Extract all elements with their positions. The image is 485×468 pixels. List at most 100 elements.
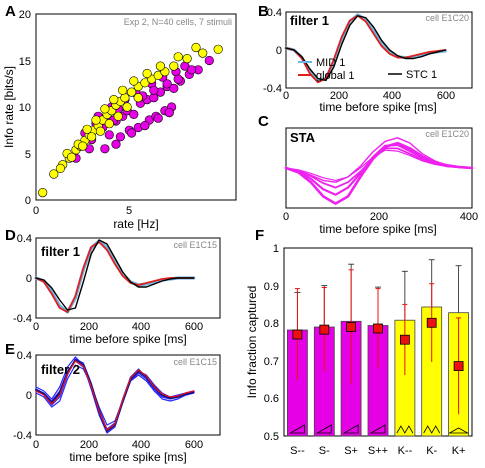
category-label: S+ xyxy=(344,445,358,457)
data-point-yellow xyxy=(78,141,88,151)
data-point-magenta xyxy=(115,132,125,142)
marker-S++ xyxy=(373,323,383,334)
panel-e-title: filter 2 xyxy=(41,362,80,377)
data-point-yellow xyxy=(100,104,110,114)
data-point-yellow xyxy=(118,85,128,95)
legend-global: global 1 xyxy=(316,70,355,82)
x-tick-label: 0 xyxy=(283,211,289,223)
x-tick-label: 400 xyxy=(383,90,401,102)
data-point-magenta xyxy=(162,79,172,89)
y-tick-label: 20 xyxy=(19,9,31,21)
panel-label-b: B xyxy=(258,3,269,20)
x-axis-label: rate [Hz] xyxy=(113,217,158,231)
x-tick-label: 400 xyxy=(460,211,478,223)
series-line-sta xyxy=(284,141,474,205)
series-line-red xyxy=(35,360,195,431)
panel-f-bars: S-- S- S+ S++ K-- K- K+ xyxy=(286,259,470,457)
data-point-magenta xyxy=(129,109,139,119)
marker-K-- xyxy=(399,334,410,345)
x-tick-label: 600 xyxy=(437,90,455,102)
data-point-yellow xyxy=(66,152,77,162)
x-tick-label: 200 xyxy=(330,90,348,102)
shape-glyph-S-- xyxy=(288,424,305,434)
series-line-sta xyxy=(285,137,473,183)
panel-c: C STA cell E1C20 0 200 400 time before s… xyxy=(258,113,478,236)
shape-glyph-K-- xyxy=(396,425,414,434)
y-tick-label: 0 xyxy=(26,390,32,402)
data-point-yellow xyxy=(173,52,183,62)
panel-c-title: STA xyxy=(290,130,316,145)
data-point-magenta xyxy=(100,144,110,154)
data-point-yellow xyxy=(104,119,114,129)
data-point-magenta xyxy=(164,107,174,118)
marker-K- xyxy=(426,317,437,328)
shape-glyph-K+ xyxy=(448,427,470,434)
panel-a-frame xyxy=(35,13,237,201)
data-point-yellow xyxy=(49,169,59,179)
data-point-yellow xyxy=(91,115,101,125)
x-tick-label: 200 xyxy=(80,321,98,333)
series-line-stc xyxy=(285,15,447,82)
panel-d-lines xyxy=(34,239,196,314)
data-point-magenta xyxy=(153,113,163,123)
panel-b-lines xyxy=(284,13,447,84)
data-point-yellow xyxy=(169,61,179,71)
x-axis-label: time before spike [ms] xyxy=(319,222,436,236)
panel-e-lines xyxy=(35,356,195,434)
x-axis-label: time before spike [ms] xyxy=(69,450,186,464)
data-point-magenta xyxy=(173,74,183,84)
y-tick-label: 0.9 xyxy=(264,281,279,293)
panel-label-c: C xyxy=(258,113,269,130)
y-tick-label: 0.4 xyxy=(267,7,282,19)
data-point-magenta xyxy=(140,120,150,131)
marker-S+ xyxy=(346,322,357,332)
panel-a: A Exp 2, N=40 cells, 7 stimuli 0 5 0 5 1… xyxy=(2,3,237,231)
series-line-blue xyxy=(35,356,195,434)
y-tick-label: -0.4 xyxy=(13,430,32,442)
x-axis-label: time before spike [ms] xyxy=(319,100,436,114)
panel-b: B filter 1 cell E1C20 MID 1 global 1 STC… xyxy=(258,3,473,114)
shape-glyph-S- xyxy=(315,424,332,434)
data-point-magenta xyxy=(104,130,114,140)
data-point-yellow xyxy=(86,132,97,142)
x-tick-label: 400 xyxy=(132,321,150,333)
data-point-magenta xyxy=(149,85,159,95)
x-tick-label: 0 xyxy=(33,439,39,451)
y-tick-label: 0.8 xyxy=(264,318,279,330)
panel-c-note: cell E1C20 xyxy=(425,129,469,139)
y-tick-label: 0.7 xyxy=(264,356,279,368)
panel-label-a: A xyxy=(5,3,16,20)
data-point-yellow xyxy=(133,93,143,103)
data-point-magenta xyxy=(111,139,121,149)
y-tick-label: 1 xyxy=(273,243,279,255)
data-point-magenta xyxy=(169,83,179,93)
y-tick-label: 0 xyxy=(276,45,282,57)
marker-K+ xyxy=(453,361,464,372)
panel-c-lines xyxy=(284,137,474,205)
panel-label-d: D xyxy=(5,227,16,244)
panel-e-note: cell E1C15 xyxy=(173,357,217,367)
panel-label-e: E xyxy=(5,341,15,358)
data-point-yellow xyxy=(142,68,152,79)
category-label: S++ xyxy=(368,445,388,457)
y-tick-label: 0.4 xyxy=(17,233,32,245)
legend-stc: STC 1 xyxy=(406,69,437,81)
x-tick-label: 5 xyxy=(126,205,132,217)
data-point-yellow xyxy=(127,87,137,97)
legend-mid: MID 1 xyxy=(316,57,345,69)
data-point-yellow xyxy=(191,42,201,53)
y-axis-label: Info rate [bits/s] xyxy=(2,66,16,148)
panel-e: E filter 2 cell E1C15 0 200 400 600 -0.4… xyxy=(5,341,221,464)
x-tick-label: 600 xyxy=(185,439,203,451)
data-point-yellow xyxy=(182,53,192,64)
marker-S-- xyxy=(292,329,303,340)
panel-d-title: filter 1 xyxy=(41,244,80,259)
category-label: S-- xyxy=(290,445,305,457)
shape-glyph-S+ xyxy=(342,424,359,434)
x-tick-label: 200 xyxy=(370,211,388,223)
category-label: S- xyxy=(319,445,330,457)
panel-b-title: filter 1 xyxy=(290,13,329,28)
y-tick-label: -0.4 xyxy=(13,313,32,325)
panel-d: D filter 1 cell E1C15 0 200 400 600 -0.4… xyxy=(5,227,221,346)
